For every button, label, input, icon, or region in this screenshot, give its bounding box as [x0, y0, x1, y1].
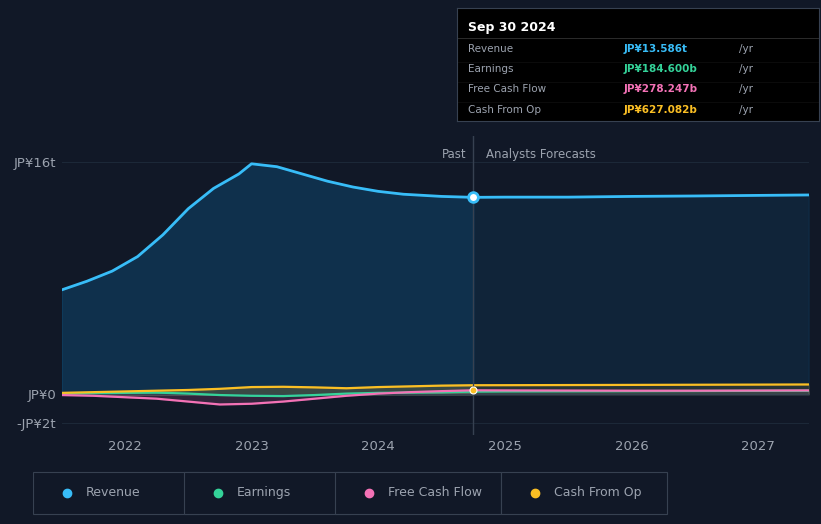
Text: /yr: /yr — [739, 64, 753, 74]
Text: Analysts Forecasts: Analysts Forecasts — [486, 148, 596, 161]
Text: JP¥13.586t: JP¥13.586t — [623, 44, 687, 54]
Text: /yr: /yr — [739, 105, 753, 115]
Text: Sep 30 2024: Sep 30 2024 — [468, 21, 556, 35]
Text: Free Cash Flow: Free Cash Flow — [388, 486, 482, 499]
Text: Past: Past — [443, 148, 467, 161]
Text: Revenue: Revenue — [468, 44, 513, 54]
Text: Cash From Op: Cash From Op — [554, 486, 641, 499]
Text: /yr: /yr — [739, 44, 753, 54]
FancyBboxPatch shape — [33, 472, 199, 514]
FancyBboxPatch shape — [184, 472, 350, 514]
Text: JP¥627.082b: JP¥627.082b — [623, 105, 697, 115]
Text: Earnings: Earnings — [236, 486, 291, 499]
Text: Earnings: Earnings — [468, 64, 514, 74]
FancyBboxPatch shape — [501, 472, 667, 514]
Text: Revenue: Revenue — [85, 486, 140, 499]
Text: JP¥184.600b: JP¥184.600b — [623, 64, 697, 74]
Text: /yr: /yr — [739, 84, 753, 94]
Text: JP¥278.247b: JP¥278.247b — [623, 84, 698, 94]
Text: Cash From Op: Cash From Op — [468, 105, 541, 115]
Text: Free Cash Flow: Free Cash Flow — [468, 84, 546, 94]
FancyBboxPatch shape — [335, 472, 501, 514]
